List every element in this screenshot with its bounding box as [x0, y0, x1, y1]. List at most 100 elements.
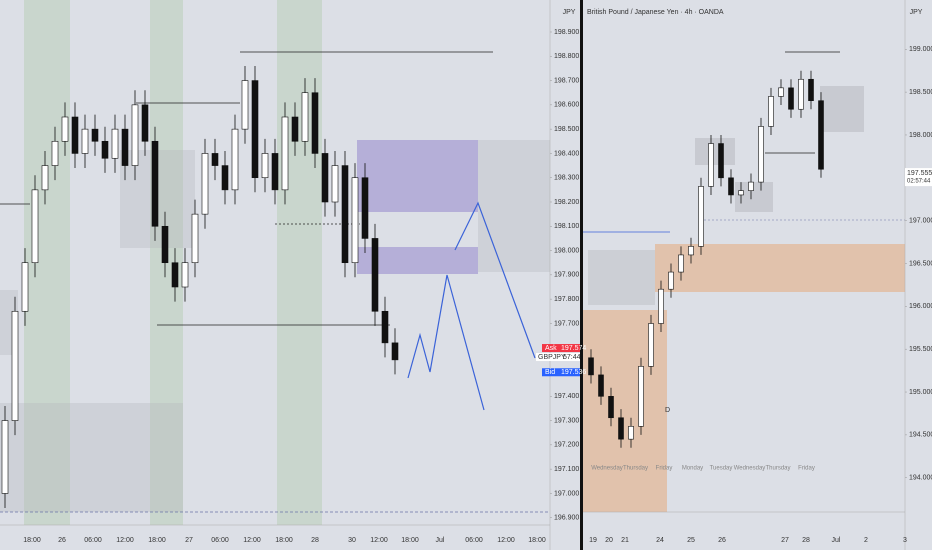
candle-body	[608, 396, 614, 419]
y-tick-label: 197.100	[554, 466, 579, 473]
day-label: Wednesday	[734, 466, 766, 472]
candle-body	[171, 262, 179, 288]
divider	[580, 0, 583, 550]
candle-body	[798, 78, 804, 110]
x-tick-label: 12:00	[497, 537, 515, 544]
x-tick-label: 28	[802, 537, 810, 544]
candle-body	[668, 271, 674, 290]
y-tick-label: 198.600	[554, 102, 579, 109]
candle-body	[361, 177, 369, 239]
y-tick-label: 198.500	[909, 89, 932, 96]
x-tick-label: 06:00	[84, 537, 102, 544]
candle-body	[311, 92, 319, 154]
x-tick-label: 27	[781, 537, 789, 544]
x-tick-label: 18:00	[23, 537, 41, 544]
annotation: D	[665, 407, 670, 414]
zone	[357, 140, 478, 212]
y-tick-label: 198.100	[554, 223, 579, 230]
x-tick-label: Jul	[436, 537, 445, 544]
y-tick-label: 197.000	[909, 217, 932, 224]
candle-body	[648, 323, 654, 367]
y-tick-label: 197.000	[554, 490, 579, 497]
candle-body	[678, 254, 684, 273]
candle-body	[598, 374, 604, 397]
candle-body	[21, 262, 29, 312]
session-band	[24, 0, 70, 525]
zone	[820, 86, 864, 132]
zone	[695, 138, 735, 165]
y-tick-label: 197.900	[554, 272, 579, 279]
candle-body	[778, 87, 784, 97]
candle-body	[718, 143, 724, 179]
candle-body	[51, 140, 59, 166]
y-tick-label: 197.400	[554, 393, 579, 400]
x-tick-label: 18:00	[275, 537, 293, 544]
candle-body	[191, 213, 199, 264]
y-tick-label: 197.200	[554, 442, 579, 449]
candle-body	[768, 96, 774, 127]
zone	[655, 244, 905, 292]
candle-body	[71, 116, 79, 154]
x-tick-label: 28	[311, 537, 319, 544]
y-tick-label: 198.900	[554, 29, 579, 36]
candle-body	[101, 140, 109, 159]
y-tick-label: 199.000	[909, 46, 932, 53]
y-tick-label: 198.500	[554, 126, 579, 133]
candle-body	[151, 140, 159, 227]
y-tick-label: 198.000	[909, 132, 932, 139]
candle-body	[728, 177, 734, 196]
y-tick-label: 194.500	[909, 432, 932, 439]
bid-label: Bid	[545, 369, 555, 376]
candle-body	[758, 126, 764, 183]
candle-body	[371, 238, 379, 312]
ask-tag	[542, 344, 580, 353]
x-tick-label: 12:00	[243, 537, 261, 544]
chart-title: British Pound / Japanese Yen · 4h · OAND…	[587, 9, 724, 16]
last-value: 197.555	[907, 170, 932, 177]
candle-body	[291, 116, 299, 142]
day-label: Friday	[656, 466, 673, 472]
y-tick-label: 198.300	[554, 175, 579, 182]
candle-body	[698, 186, 704, 247]
x-tick-label: 24	[656, 537, 664, 544]
countdown: 57:44	[563, 354, 581, 361]
candle-body	[351, 177, 359, 264]
currency: JPY	[563, 9, 576, 16]
x-tick-label: 26	[718, 537, 726, 544]
candle-body	[688, 246, 694, 256]
candle-body	[251, 80, 259, 179]
candle-body	[221, 165, 229, 191]
x-tick-label: 3	[903, 537, 907, 544]
projection	[454, 201, 536, 359]
symbol-tag	[536, 353, 580, 362]
candle-body	[588, 357, 594, 376]
candle-body	[131, 104, 139, 166]
x-tick-label: 19	[589, 537, 597, 544]
x-tick-label: 18:00	[401, 537, 419, 544]
candle-body	[748, 181, 754, 191]
y-tick-label: 195.500	[909, 346, 932, 353]
zone	[583, 310, 667, 512]
candle-body	[708, 143, 714, 187]
last-tag	[905, 168, 932, 187]
y-tick-label: 198.400	[554, 150, 579, 157]
bid-value: 197.536	[561, 369, 586, 376]
day-label: Monday	[682, 466, 703, 472]
zone	[478, 140, 550, 272]
candle-body	[738, 190, 744, 196]
day-label: Friday	[798, 466, 815, 472]
candle-body	[201, 153, 209, 215]
candle-body	[141, 104, 149, 142]
candle-body	[111, 128, 119, 159]
candle-body	[261, 153, 269, 179]
candle-body	[341, 165, 349, 264]
x-tick-label: 06:00	[211, 537, 229, 544]
candle-body	[301, 92, 309, 142]
y-tick-label: 197.300	[554, 417, 579, 424]
x-tick-label: 18:00	[528, 537, 546, 544]
candle-body	[91, 128, 99, 142]
candle-body	[231, 128, 239, 191]
candle-body	[1, 420, 9, 494]
candle-body	[61, 116, 69, 142]
